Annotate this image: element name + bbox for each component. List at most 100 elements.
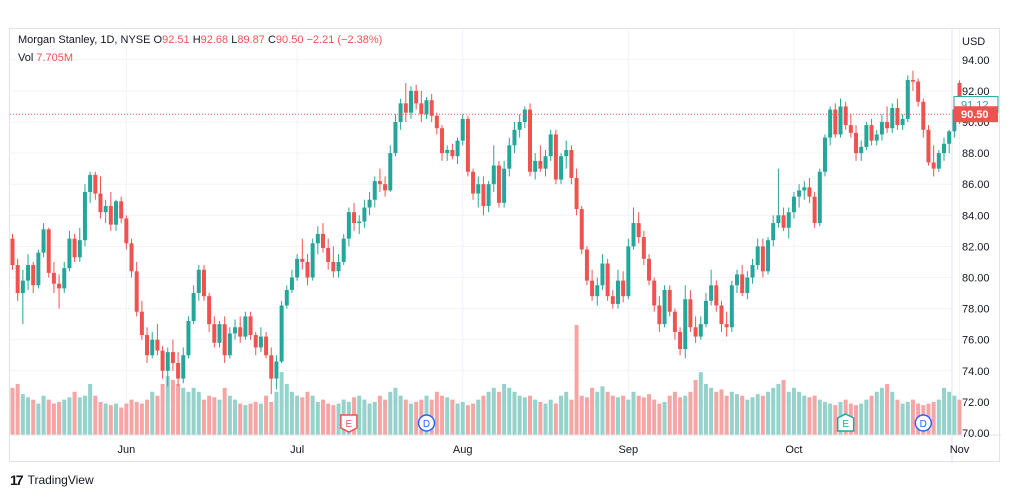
- x-tick-label: Aug: [453, 444, 473, 456]
- volume-bar: [108, 405, 113, 435]
- volume-bar: [735, 394, 739, 435]
- candle-body: [93, 174, 98, 194]
- earnings-marker-icon: [836, 413, 855, 432]
- volume-bar: [755, 394, 760, 435]
- volume-bar: [610, 395, 615, 435]
- volume-bar: [724, 395, 729, 435]
- candle-body: [408, 90, 413, 113]
- candle-body: [657, 305, 662, 325]
- volume-bar: [683, 395, 688, 435]
- candle-body: [766, 240, 771, 272]
- candle-body: [517, 122, 522, 130]
- candle-body: [724, 324, 729, 328]
- candle-body: [393, 122, 398, 154]
- tradingview-logo-icon[interactable]: 17: [10, 472, 24, 488]
- volume-bar: [631, 391, 636, 435]
- volume-bar: [667, 395, 672, 435]
- x-tick-label: Jun: [117, 444, 135, 456]
- candle-body: [88, 174, 93, 192]
- candle-body: [693, 327, 698, 337]
- symbol-title[interactable]: Morgan Stanley, 1D, NYSE: [18, 34, 151, 46]
- candle-body: [176, 363, 181, 379]
- chart-legend: Morgan Stanley, 1D, NYSE O92.51 H92.68 L…: [18, 34, 382, 46]
- volume-bar: [269, 402, 274, 435]
- y-tick-label: 74.00: [962, 366, 990, 378]
- volume-bar: [678, 397, 683, 435]
- candle-body: [455, 140, 460, 157]
- candle-body: [776, 215, 781, 224]
- volume-bar: [859, 403, 864, 435]
- volume-bar: [414, 402, 419, 435]
- candle-body: [543, 156, 548, 169]
- candle-body: [217, 324, 222, 343]
- candle-body: [258, 336, 263, 348]
- volume-bar: [315, 402, 320, 435]
- candle-body: [610, 296, 615, 304]
- volume-bar: [791, 387, 796, 435]
- volume-bar: [222, 387, 227, 435]
- candle-body: [20, 280, 25, 294]
- volume-bar: [714, 391, 719, 435]
- volume-bar: [957, 399, 962, 435]
- candle-body: [786, 212, 791, 228]
- candle-body: [807, 187, 812, 197]
- candle-body: [833, 109, 838, 135]
- candle-body: [124, 218, 129, 244]
- volume-bar: [496, 391, 501, 435]
- x-tick-label: Nov: [950, 444, 970, 456]
- candle-body: [279, 305, 284, 362]
- volume-bar: [465, 405, 470, 435]
- candle-body: [512, 129, 517, 146]
- volume-bar: [569, 399, 574, 435]
- candle-body: [828, 109, 833, 138]
- volume-bar: [201, 399, 206, 435]
- candle-body: [879, 122, 884, 135]
- candle-body: [848, 125, 853, 133]
- candle-body: [465, 118, 470, 172]
- volume-bar: [698, 372, 703, 435]
- candle-body: [791, 196, 796, 213]
- candle-body: [507, 145, 512, 169]
- candle-body: [238, 327, 243, 337]
- candle-body: [77, 240, 82, 258]
- candle-body: [165, 352, 170, 371]
- volume-bar: [248, 403, 253, 435]
- candle-body: [403, 103, 408, 113]
- chart-frame: USD 70.00 72.00 74.00 76.00 78.00 80.00 82.00 84…: [9, 28, 1001, 463]
- open-label: O: [153, 34, 163, 46]
- volume-bar: [590, 387, 595, 435]
- candle-body: [615, 280, 620, 304]
- candle-body: [859, 146, 864, 154]
- brand-name[interactable]: TradingView: [27, 473, 94, 487]
- candle-body: [864, 125, 869, 147]
- candle-body: [688, 299, 693, 328]
- event-marker-label: D: [920, 419, 927, 430]
- volume-bar: [688, 391, 693, 435]
- volume-bar: [403, 399, 408, 435]
- candle-body: [36, 252, 41, 286]
- volume-bar: [600, 386, 605, 435]
- candle-body: [300, 258, 305, 262]
- candlestick-chart[interactable]: USD 70.00 72.00 74.00 76.00 78.00 80.00 82.00 84…: [10, 29, 1001, 463]
- candle-body: [869, 125, 874, 141]
- volume-bar: [300, 397, 305, 435]
- volume-bar: [895, 399, 900, 435]
- volume-bar: [952, 395, 957, 435]
- candle-body: [362, 207, 367, 222]
- volume-bar: [305, 391, 310, 435]
- volume-bar: [879, 387, 884, 435]
- candle-body: [579, 209, 584, 250]
- candle-body: [434, 115, 439, 129]
- volume-bar: [243, 405, 248, 435]
- candle-body: [186, 321, 191, 356]
- candle-body: [15, 265, 20, 294]
- candle-body: [890, 108, 895, 129]
- candle-body: [57, 283, 62, 289]
- volume-bar: [936, 399, 941, 435]
- low-label: L: [231, 34, 238, 46]
- candle-body: [222, 324, 227, 356]
- volume-bar: [817, 399, 822, 435]
- candle-body: [838, 106, 843, 135]
- volume-bar: [62, 399, 67, 435]
- low-value: 89.87: [237, 34, 265, 46]
